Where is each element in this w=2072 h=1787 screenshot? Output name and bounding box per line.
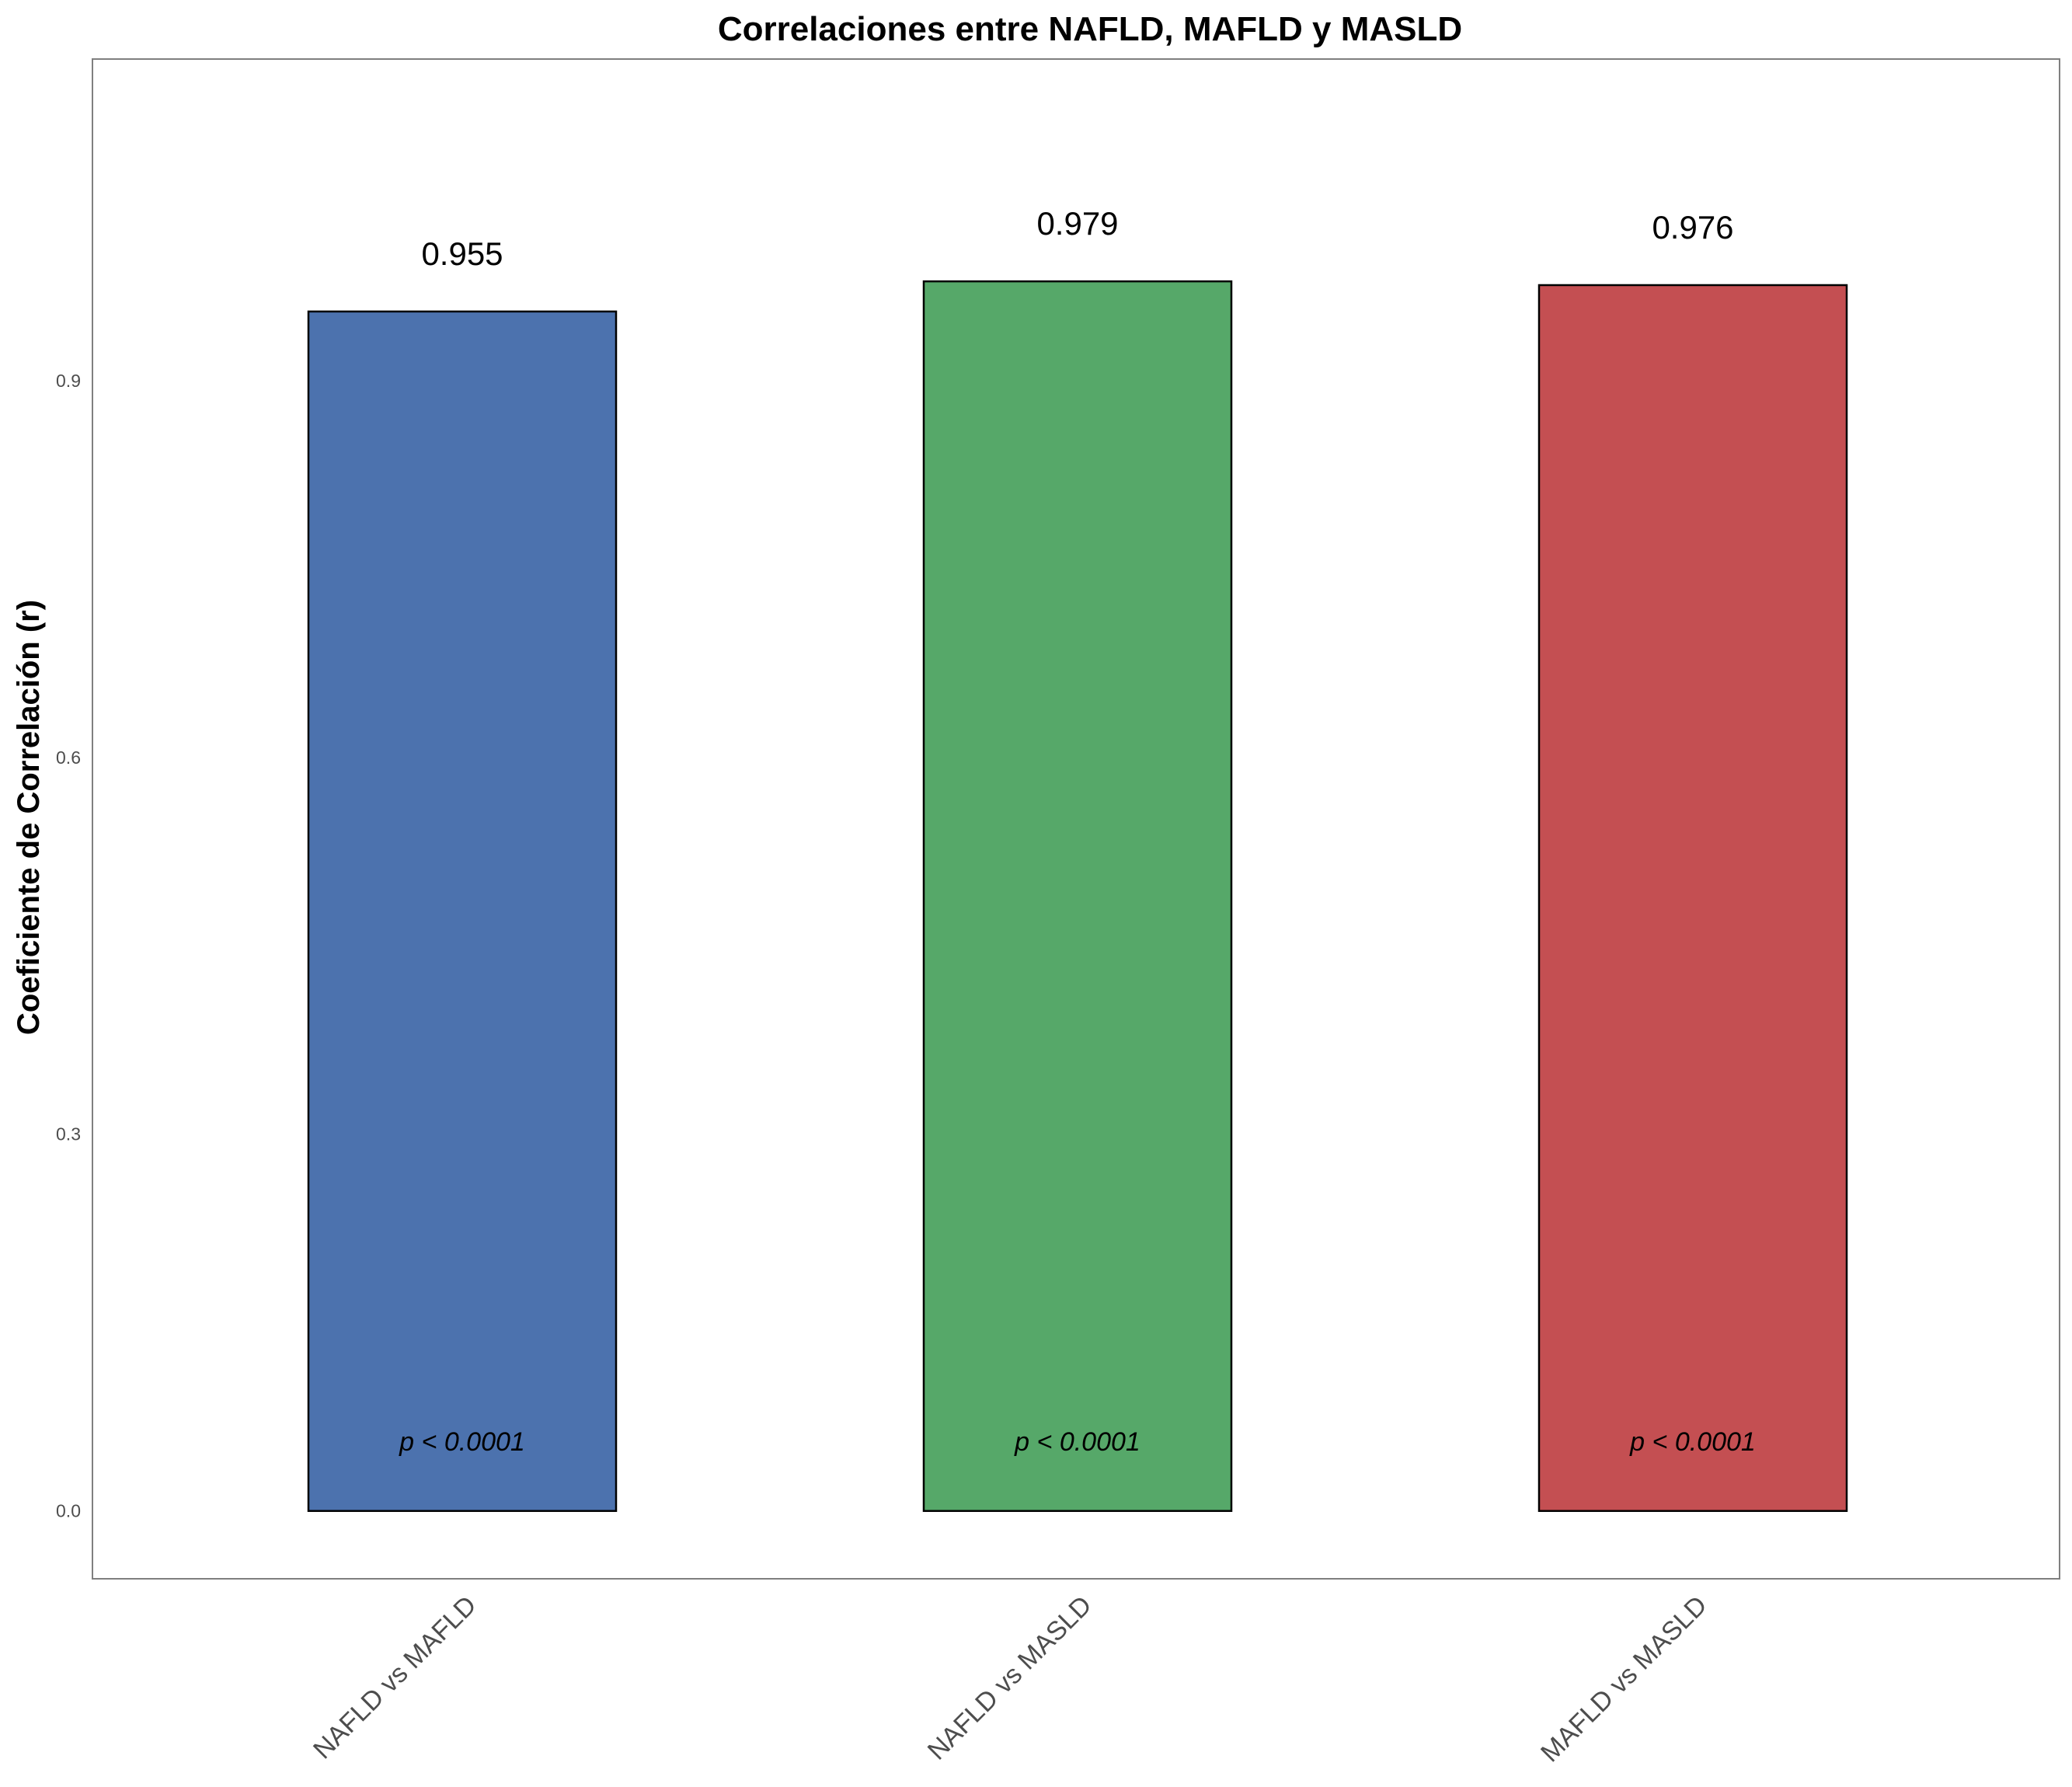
p-value-label: p < 0.0001 [1629, 1427, 1756, 1457]
p-value-labels: p < 0.0001 p < 0.0001 p < 0.0001 [399, 1427, 1756, 1457]
y-axis-label: Coeficiente de Correlación (r) [12, 600, 46, 1035]
x-tick-label: NAFLD vs MAFLD [308, 1590, 482, 1765]
x-tick-label: MAFLD vs MASLD [1535, 1590, 1713, 1768]
bar-value-label: 0.976 [1652, 209, 1733, 246]
value-labels: 0.955 0.979 0.976 [421, 205, 1733, 272]
y-tick-label: 0.0 [56, 1501, 81, 1521]
y-tick-label: 0.3 [56, 1124, 81, 1144]
bar [1537, 284, 1848, 1512]
plot-panel [92, 58, 2060, 1580]
bars-group [307, 280, 1848, 1512]
chart-title: Correlaciones entre NAFLD, MAFLD y MASLD [718, 10, 1462, 48]
bar-value-label: 0.955 [421, 235, 503, 272]
y-tick-label: 0.9 [56, 371, 81, 391]
p-value-label: p < 0.0001 [1014, 1427, 1140, 1457]
bar [922, 280, 1233, 1512]
p-value-label: p < 0.0001 [399, 1427, 525, 1457]
bar [307, 310, 618, 1512]
bar-value-label: 0.979 [1036, 205, 1118, 242]
y-axis-ticks: 0.0 0.3 0.6 0.9 [56, 371, 81, 1521]
y-tick-label: 0.6 [56, 747, 81, 768]
x-axis-ticks: NAFLD vs MAFLD NAFLD vs MASLD MAFLD vs MAS… [308, 1590, 1713, 1768]
x-tick-label: NAFLD vs MASLD [922, 1590, 1098, 1766]
